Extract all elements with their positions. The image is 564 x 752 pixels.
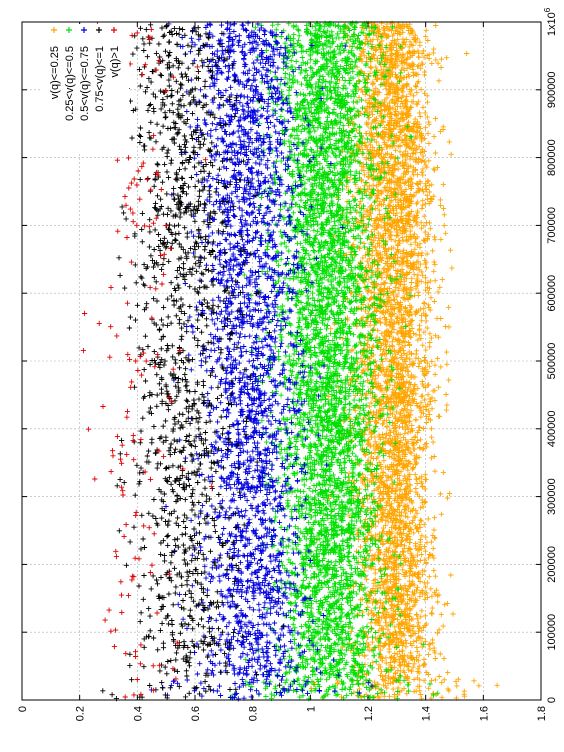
- index-tick-label: 800000: [546, 139, 558, 176]
- tick-labels: 0 0.2 0.4 0.6 0.8 1 1.2 1.4 1.6 1.8 0 100000 200000 3…: [17, 7, 558, 721]
- series-points-3: [100, 22, 286, 702]
- legend-label: 0.75<v(q)<=1: [94, 46, 106, 112]
- value-tick-label: 0: [17, 706, 29, 712]
- legend-label: v(q)>1: [109, 46, 121, 78]
- value-tick-label: 1.6: [478, 706, 490, 721]
- index-tick-label: 900000: [546, 71, 558, 108]
- legend-marker: [111, 27, 117, 33]
- index-tick-label: 200000: [546, 546, 558, 583]
- value-tick-label: 1.8: [536, 706, 548, 721]
- series-points-1: [228, 20, 441, 702]
- value-tick-label: 1: [305, 706, 317, 712]
- value-tick-label: 0.2: [75, 706, 87, 721]
- index-tick-label: 100000: [546, 614, 558, 651]
- index-tick-label: 1x106: [543, 7, 558, 36]
- index-tick-label: 300000: [546, 478, 558, 515]
- legend-label: 0.25<v(q)<=0.5: [64, 46, 76, 121]
- series-points-2: [148, 20, 375, 702]
- legend: v(q)<=0.25 0.25<v(q)<=0.5 0.5<v(q)<=0.75 0.…: [40, 24, 129, 154]
- data-points: [80, 20, 500, 702]
- value-tick-label: 0.6: [190, 706, 202, 721]
- value-tick-label: 1.4: [421, 706, 433, 721]
- value-tick-label: 0.8: [248, 706, 260, 721]
- index-tick-exponent: 6: [543, 7, 552, 12]
- legend-marker: [81, 27, 87, 33]
- legend-label: 0.5<v(q)<=0.75: [79, 46, 91, 121]
- index-tick-label: 600000: [546, 275, 558, 312]
- legend-label: v(q)<=0.25: [49, 46, 61, 99]
- index-tick-label: 400000: [546, 410, 558, 447]
- axis-ticks: [21, 21, 542, 701]
- index-tick-label: 700000: [546, 207, 558, 244]
- index-tick-label: 500000: [546, 343, 558, 380]
- legend-box: [40, 24, 129, 154]
- value-tick-label: 1.2: [363, 706, 375, 721]
- value-tick-label: 0.4: [132, 706, 144, 721]
- index-tick-label: 0: [546, 697, 558, 703]
- legend-marker: [66, 27, 72, 33]
- legend-marker: [96, 27, 102, 33]
- legend-marker: [51, 27, 57, 33]
